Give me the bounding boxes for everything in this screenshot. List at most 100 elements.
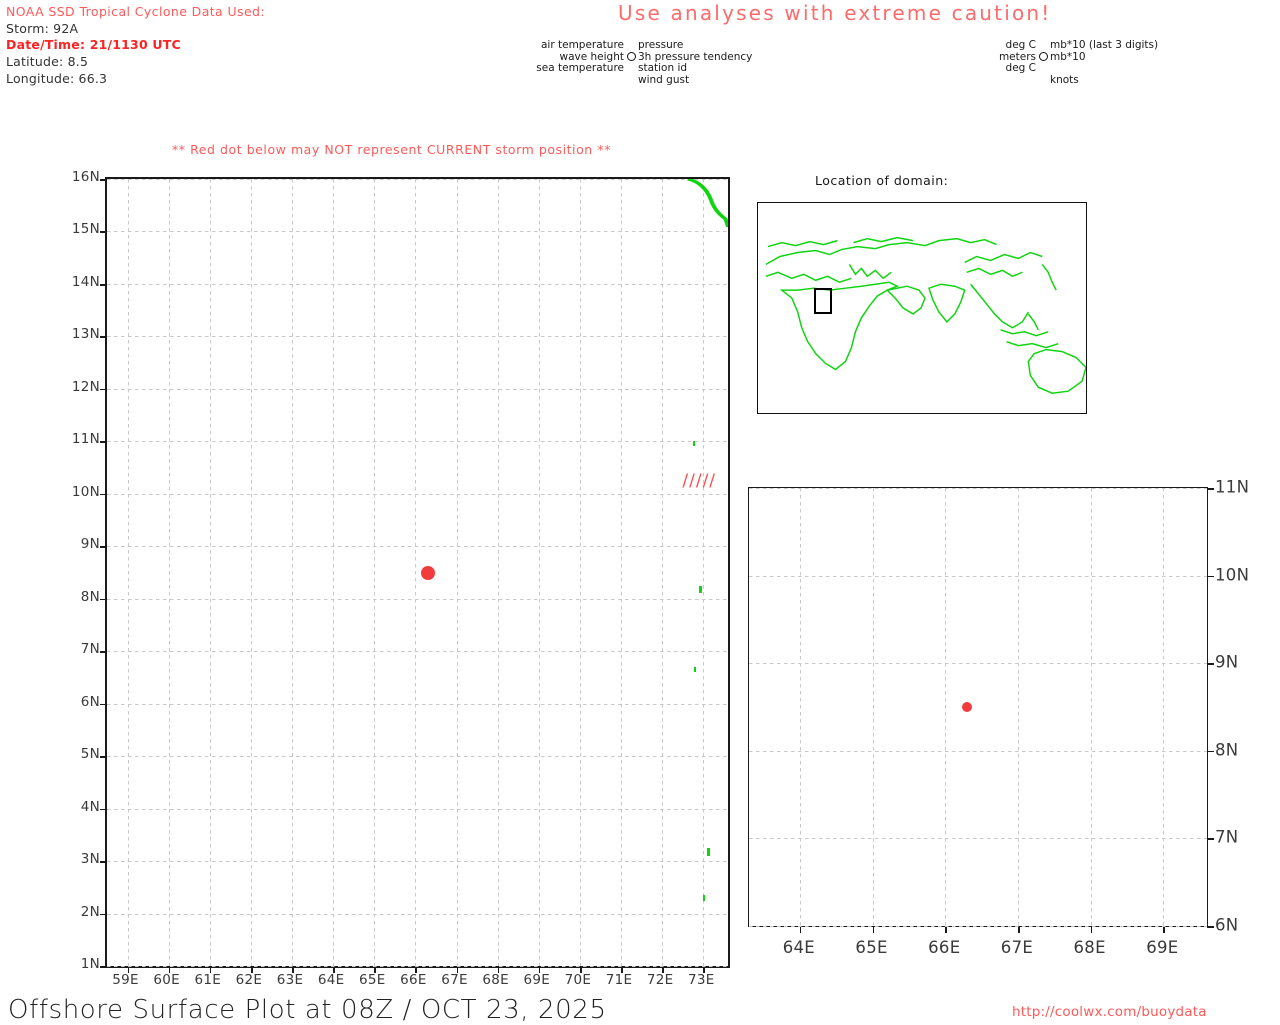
x-axis-tick-label: 60E: [153, 972, 180, 988]
y-axis-tick: [100, 283, 107, 286]
inset-zoom-plot[interactable]: [748, 487, 1214, 933]
y-axis-tick-label: 8N: [80, 588, 100, 605]
y-axis-tick-label: 16N: [71, 169, 100, 185]
grid-line-vertical: [621, 179, 623, 966]
source-url[interactable]: http://coolwx.com/buoydata: [1012, 1004, 1207, 1020]
wind-barb-marker: /////: [682, 470, 717, 491]
y-axis-tick-label: 9N: [1215, 652, 1239, 672]
legend-row: meters mb*10: [988, 50, 1158, 64]
y-axis-tick-label: 2N: [80, 903, 100, 920]
y-axis-tick: [1207, 926, 1214, 928]
y-axis-tick-label: 11N: [1215, 477, 1250, 497]
legend-row: sea temperature station id: [520, 63, 788, 75]
y-axis-tick: [100, 231, 107, 234]
units-left-label: deg C: [1005, 39, 1036, 51]
x-axis-tick: [1017, 926, 1020, 933]
y-axis-tick-label: 6N: [1215, 915, 1239, 935]
data-source-line: NOAA SSD Tropical Cyclone Data Used:: [6, 4, 265, 19]
x-axis-tick-label: 72E: [646, 972, 674, 988]
x-axis-tick-label: 66E: [928, 938, 961, 957]
y-axis-tick: [100, 179, 107, 181]
grid-line-horizontal: [107, 808, 728, 810]
grid-line-vertical: [1090, 488, 1092, 926]
grid-line-horizontal: [107, 283, 728, 285]
x-axis-tick: [1163, 926, 1165, 933]
x-axis-tick-label: 68E: [1073, 938, 1106, 957]
x-axis-tick: [662, 966, 664, 973]
legend-left-label: sea temperature: [536, 62, 624, 75]
grid-line-horizontal: [107, 598, 728, 600]
caution-banner: Use analyses with extreme caution!: [618, 1, 1052, 25]
legend-right-label: station id: [638, 62, 688, 75]
storm-info-header: NOAA SSD Tropical Cyclone Data Used: Sto…: [6, 4, 265, 87]
units-right-label: mb*10: [1050, 50, 1086, 63]
main-map-x-axis: 59E 60E 61E 62E 63E 64E 65E 66E 67E 68E 69E 70E 71E 7…: [105, 972, 730, 992]
y-axis-tick: [100, 913, 107, 916]
grid-line-vertical: [1017, 488, 1019, 926]
x-axis-tick: [456, 966, 459, 973]
storm-position-dot[interactable]: [420, 565, 435, 580]
grid-line-horizontal: [107, 966, 728, 967]
grid-line-horizontal: [107, 388, 728, 390]
legend-left-label: air temperature: [540, 39, 624, 51]
y-axis-tick: [100, 966, 107, 968]
inset-y-axis: 6N 7N 8N 9N 10N 11N: [1215, 478, 1275, 935]
y-axis-tick-label: 15N: [71, 221, 100, 238]
y-axis-tick: [100, 336, 107, 338]
x-axis-tick-label: 67E: [441, 972, 468, 988]
coastline-fragment: [693, 441, 696, 447]
storm-position-dot[interactable]: [962, 702, 973, 712]
y-axis-tick-label: 7N: [80, 641, 100, 658]
world-coastline-svg: [765, 236, 1086, 394]
grid-line-horizontal: [749, 663, 1207, 665]
y-axis-tick-label: 10N: [1215, 565, 1250, 585]
red-dot-disclaimer: ** Red dot below may NOT represent CURRE…: [172, 142, 611, 157]
grid-line-horizontal: [107, 231, 728, 233]
x-axis-tick: [333, 966, 335, 973]
coastline-fragment: [699, 585, 703, 593]
storm-name-label: Storm: 92A: [6, 20, 79, 36]
x-axis-tick: [621, 966, 623, 973]
x-axis-tick-label: 65E: [359, 972, 386, 988]
coastline-fragment: [707, 847, 711, 856]
x-axis-tick: [497, 966, 500, 973]
x-axis-tick: [945, 926, 947, 933]
y-axis-tick-label: 4N: [80, 798, 100, 815]
grid-line-vertical: [333, 179, 335, 966]
x-axis-tick: [127, 966, 130, 973]
y-axis-tick-label: 13N: [71, 326, 100, 343]
legend-row: wave height 3h pressure tendency: [520, 51, 788, 64]
domain-locator-title: Location of domain:: [815, 173, 949, 188]
y-axis-tick: [100, 598, 107, 601]
y-axis-tick: [1207, 838, 1214, 840]
inset-x-axis: 64E 65E 66E 67E 68E 69E: [748, 938, 1208, 962]
x-axis-tick: [538, 966, 541, 973]
grid-line-vertical: [250, 179, 252, 966]
domain-bounding-box: [814, 288, 832, 314]
grid-line-horizontal: [749, 750, 1207, 752]
x-axis-tick: [703, 966, 705, 973]
x-axis-tick-label: 61E: [194, 972, 222, 988]
x-axis-tick: [168, 966, 171, 973]
grid-line-horizontal: [749, 926, 1207, 927]
y-axis-tick: [100, 703, 107, 706]
x-axis-tick: [579, 966, 582, 973]
legend-row: deg C: [988, 63, 1158, 75]
x-axis-tick-label: 71E: [605, 972, 633, 988]
y-axis-tick: [100, 808, 107, 811]
main-map-plot[interactable]: /////: [100, 177, 730, 973]
y-axis-tick: [100, 493, 107, 496]
grid-line-vertical: [703, 179, 705, 966]
y-axis-tick: [100, 388, 107, 391]
y-axis-tick: [1207, 488, 1214, 490]
storm-longitude-label: Longitude: 66.3: [6, 70, 108, 86]
units-right-label: knots: [1050, 73, 1079, 86]
y-axis-tick-label: 11N: [71, 431, 100, 448]
world-map-inset: [757, 202, 1087, 414]
main-map-y-axis: 1N 2N 3N 4N 5N 6N 7N 8N 9N 10N 11N 12N 13N 14N 15N 16N: [55, 169, 100, 972]
x-axis-tick-label: 64E: [782, 938, 816, 957]
legend-row: wind gust: [520, 74, 788, 87]
x-axis-tick-label: 64E: [317, 972, 345, 988]
y-axis-tick-label: 3N: [80, 851, 100, 868]
